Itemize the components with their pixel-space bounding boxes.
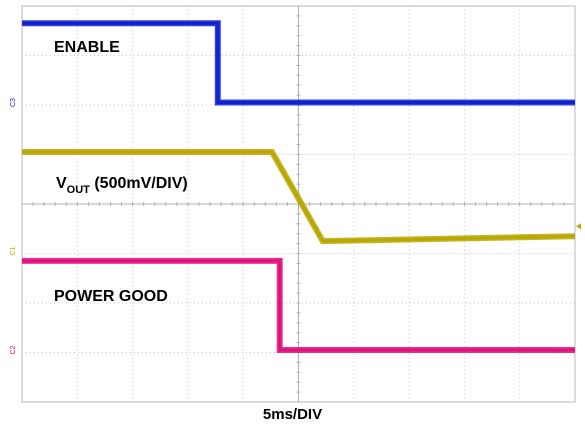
enable-label: ENABLE <box>54 39 120 56</box>
traces <box>22 20 576 353</box>
power-good-label: POWER GOOD <box>54 288 168 305</box>
vout-label: VOUT (500mV/DIV) <box>56 175 188 196</box>
x-axis-label: 5ms/DIV <box>262 406 323 423</box>
trigger-level-marker <box>576 223 581 230</box>
vout-label-main: V <box>56 175 67 192</box>
trace-vout <box>22 150 576 243</box>
trace-enable <box>22 21 575 104</box>
channel-marker-vout: C1 <box>10 246 17 255</box>
vout-label-subscript: OUT <box>67 184 91 196</box>
channel-marker-enable: C3 <box>10 98 17 107</box>
channel-markers: C3 C1 C2 <box>10 98 581 355</box>
vout-label-rest: (500mV/DIV) <box>90 175 188 192</box>
plot-frame <box>21 5 576 403</box>
channel-marker-pgood: C2 <box>10 345 17 354</box>
trace-pgood <box>22 259 575 352</box>
trace-labels: ENABLE VOUT (500mV/DIV) POWER GOOD <box>54 39 188 305</box>
